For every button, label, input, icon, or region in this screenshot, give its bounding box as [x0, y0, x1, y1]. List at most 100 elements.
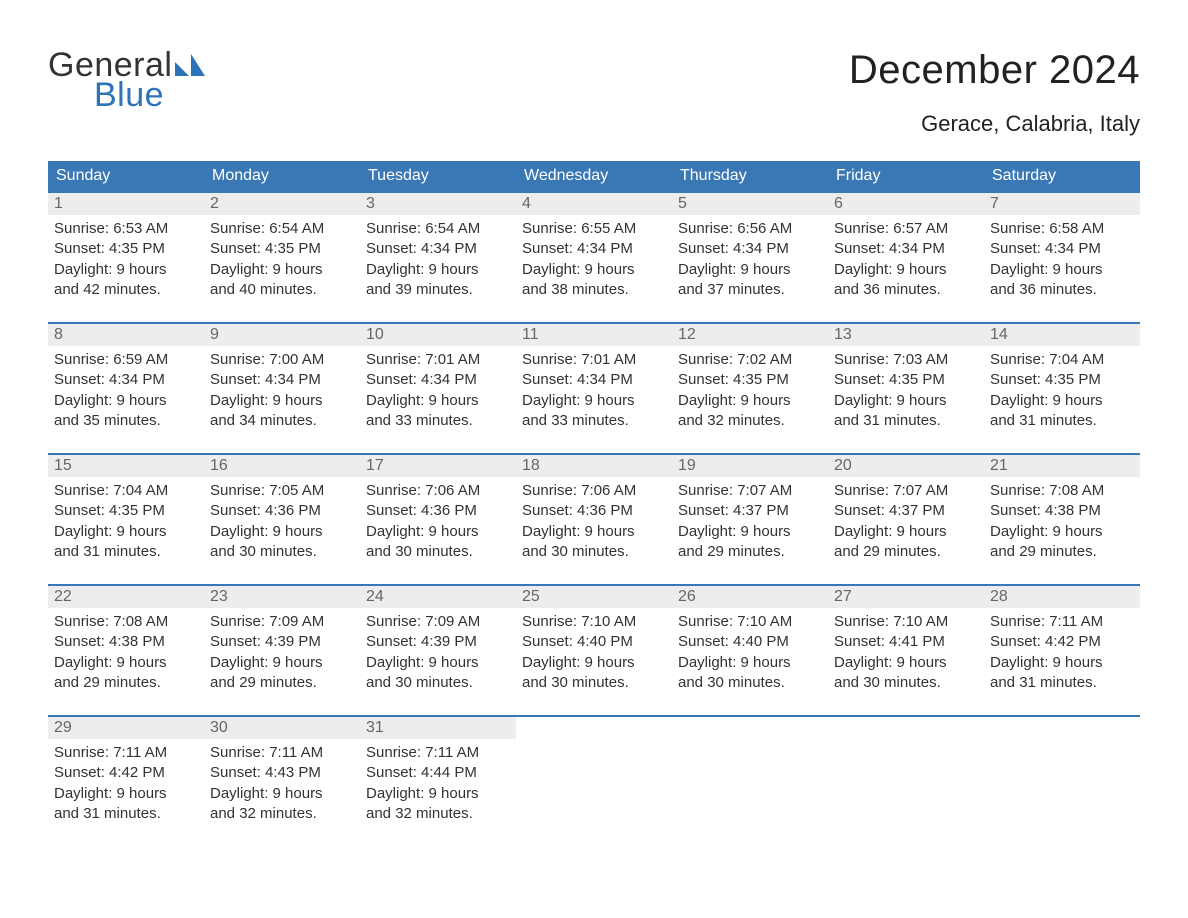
day-sunset: Sunset: 4:34 PM — [834, 239, 978, 259]
day-day1: Daylight: 9 hours — [366, 260, 510, 280]
day-day1: Daylight: 9 hours — [210, 784, 354, 804]
day-day1: Daylight: 9 hours — [522, 391, 666, 411]
day-sunrise: Sunrise: 7:11 AM — [990, 612, 1134, 632]
day-number: 12 — [672, 324, 828, 346]
day-day1: Daylight: 9 hours — [366, 784, 510, 804]
calendar-cell: 2Sunrise: 6:54 AMSunset: 4:35 PMDaylight… — [204, 192, 360, 323]
calendar-cell: 26Sunrise: 7:10 AMSunset: 4:40 PMDayligh… — [672, 585, 828, 716]
day-sunset: Sunset: 4:37 PM — [678, 501, 822, 521]
calendar-cell: 27Sunrise: 7:10 AMSunset: 4:41 PMDayligh… — [828, 585, 984, 716]
calendar-cell: 1Sunrise: 6:53 AMSunset: 4:35 PMDaylight… — [48, 192, 204, 323]
day-day2: and 36 minutes. — [990, 280, 1134, 300]
day-day1: Daylight: 9 hours — [990, 391, 1134, 411]
day-number: 7 — [984, 193, 1140, 215]
day-header-row: Sunday Monday Tuesday Wednesday Thursday… — [48, 161, 1140, 192]
calendar-cell: 8Sunrise: 6:59 AMSunset: 4:34 PMDaylight… — [48, 323, 204, 454]
day-number: 30 — [204, 717, 360, 739]
day-number: 3 — [360, 193, 516, 215]
day-sunrise: Sunrise: 7:09 AM — [366, 612, 510, 632]
calendar-week-row: 15Sunrise: 7:04 AMSunset: 4:35 PMDayligh… — [48, 454, 1140, 585]
day-sunset: Sunset: 4:34 PM — [990, 239, 1134, 259]
day-number: 5 — [672, 193, 828, 215]
day-body: Sunrise: 7:04 AMSunset: 4:35 PMDaylight:… — [984, 346, 1140, 453]
day-body: Sunrise: 7:11 AMSunset: 4:42 PMDaylight:… — [48, 739, 204, 846]
day-body: Sunrise: 6:59 AMSunset: 4:34 PMDaylight:… — [48, 346, 204, 453]
day-sunset: Sunset: 4:35 PM — [834, 370, 978, 390]
day-sunset: Sunset: 4:35 PM — [210, 239, 354, 259]
day-body: Sunrise: 7:04 AMSunset: 4:35 PMDaylight:… — [48, 477, 204, 584]
day-sunrise: Sunrise: 7:11 AM — [366, 743, 510, 763]
day-body: Sunrise: 7:08 AMSunset: 4:38 PMDaylight:… — [48, 608, 204, 715]
day-body: Sunrise: 7:06 AMSunset: 4:36 PMDaylight:… — [516, 477, 672, 584]
day-sunrise: Sunrise: 7:08 AM — [54, 612, 198, 632]
day-number: 20 — [828, 455, 984, 477]
day-sunrise: Sunrise: 7:08 AM — [990, 481, 1134, 501]
logo-text-blue: Blue — [94, 78, 205, 112]
calendar-cell: 5Sunrise: 6:56 AMSunset: 4:34 PMDaylight… — [672, 192, 828, 323]
day-number: 28 — [984, 586, 1140, 608]
day-day1: Daylight: 9 hours — [54, 784, 198, 804]
day-day1: Daylight: 9 hours — [54, 522, 198, 542]
day-sunrise: Sunrise: 6:56 AM — [678, 219, 822, 239]
day-body: Sunrise: 6:58 AMSunset: 4:34 PMDaylight:… — [984, 215, 1140, 322]
day-body: Sunrise: 6:57 AMSunset: 4:34 PMDaylight:… — [828, 215, 984, 322]
calendar-cell: 23Sunrise: 7:09 AMSunset: 4:39 PMDayligh… — [204, 585, 360, 716]
day-sunset: Sunset: 4:40 PM — [678, 632, 822, 652]
day-number: 19 — [672, 455, 828, 477]
day-sunrise: Sunrise: 7:00 AM — [210, 350, 354, 370]
day-body: Sunrise: 7:01 AMSunset: 4:34 PMDaylight:… — [360, 346, 516, 453]
day-sunset: Sunset: 4:34 PM — [366, 239, 510, 259]
day-day1: Daylight: 9 hours — [522, 653, 666, 673]
day-body: Sunrise: 7:03 AMSunset: 4:35 PMDaylight:… — [828, 346, 984, 453]
day-day1: Daylight: 9 hours — [990, 653, 1134, 673]
day-number: 18 — [516, 455, 672, 477]
day-number: 25 — [516, 586, 672, 608]
day-header: Thursday — [672, 161, 828, 192]
calendar-week-row: 29Sunrise: 7:11 AMSunset: 4:42 PMDayligh… — [48, 716, 1140, 846]
day-sunrise: Sunrise: 7:10 AM — [834, 612, 978, 632]
day-sunrise: Sunrise: 7:10 AM — [678, 612, 822, 632]
day-day2: and 31 minutes. — [990, 673, 1134, 693]
day-sunset: Sunset: 4:39 PM — [210, 632, 354, 652]
day-day2: and 30 minutes. — [678, 673, 822, 693]
day-day2: and 34 minutes. — [210, 411, 354, 431]
day-sunset: Sunset: 4:35 PM — [678, 370, 822, 390]
day-day2: and 29 minutes. — [834, 542, 978, 562]
day-sunset: Sunset: 4:35 PM — [54, 501, 198, 521]
day-body: Sunrise: 7:02 AMSunset: 4:35 PMDaylight:… — [672, 346, 828, 453]
day-day2: and 42 minutes. — [54, 280, 198, 300]
calendar-cell: 3Sunrise: 6:54 AMSunset: 4:34 PMDaylight… — [360, 192, 516, 323]
calendar-cell: 19Sunrise: 7:07 AMSunset: 4:37 PMDayligh… — [672, 454, 828, 585]
day-sunrise: Sunrise: 7:09 AM — [210, 612, 354, 632]
day-number: 2 — [204, 193, 360, 215]
calendar-cell: 20Sunrise: 7:07 AMSunset: 4:37 PMDayligh… — [828, 454, 984, 585]
day-day1: Daylight: 9 hours — [678, 260, 822, 280]
day-sunrise: Sunrise: 7:04 AM — [54, 481, 198, 501]
day-number: 10 — [360, 324, 516, 346]
day-body: Sunrise: 7:09 AMSunset: 4:39 PMDaylight:… — [204, 608, 360, 715]
day-body: Sunrise: 6:54 AMSunset: 4:35 PMDaylight:… — [204, 215, 360, 322]
calendar-cell: 16Sunrise: 7:05 AMSunset: 4:36 PMDayligh… — [204, 454, 360, 585]
day-sunrise: Sunrise: 7:07 AM — [678, 481, 822, 501]
day-day2: and 31 minutes. — [834, 411, 978, 431]
day-sunset: Sunset: 4:34 PM — [54, 370, 198, 390]
day-body: Sunrise: 6:55 AMSunset: 4:34 PMDaylight:… — [516, 215, 672, 322]
day-body: Sunrise: 7:01 AMSunset: 4:34 PMDaylight:… — [516, 346, 672, 453]
day-day2: and 35 minutes. — [54, 411, 198, 431]
day-sunset: Sunset: 4:42 PM — [990, 632, 1134, 652]
day-sunrise: Sunrise: 7:06 AM — [522, 481, 666, 501]
calendar-cell: 17Sunrise: 7:06 AMSunset: 4:36 PMDayligh… — [360, 454, 516, 585]
day-day1: Daylight: 9 hours — [54, 260, 198, 280]
calendar-cell: 6Sunrise: 6:57 AMSunset: 4:34 PMDaylight… — [828, 192, 984, 323]
title-block: December 2024 Gerace, Calabria, Italy — [849, 48, 1140, 137]
day-day2: and 33 minutes. — [366, 411, 510, 431]
day-day2: and 38 minutes. — [522, 280, 666, 300]
day-day1: Daylight: 9 hours — [54, 653, 198, 673]
day-number: 29 — [48, 717, 204, 739]
day-sunset: Sunset: 4:44 PM — [366, 763, 510, 783]
day-sunset: Sunset: 4:38 PM — [990, 501, 1134, 521]
day-day2: and 32 minutes. — [210, 804, 354, 824]
day-body: Sunrise: 7:00 AMSunset: 4:34 PMDaylight:… — [204, 346, 360, 453]
calendar-cell — [984, 716, 1140, 846]
calendar-cell: 11Sunrise: 7:01 AMSunset: 4:34 PMDayligh… — [516, 323, 672, 454]
